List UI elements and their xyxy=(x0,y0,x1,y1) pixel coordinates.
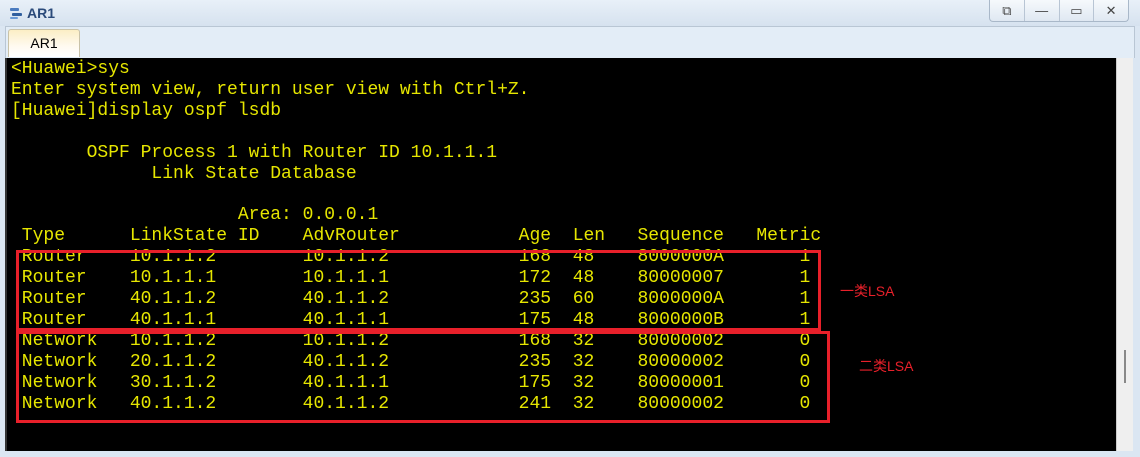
lsdb-row: Network 40.1.1.2 40.1.1.2 241 32 8000000… xyxy=(11,393,811,414)
terminal-line: Enter system view, return user view with… xyxy=(11,79,530,100)
type2-lsa-highlight xyxy=(16,331,830,423)
lsdb-row: Network 20.1.1.2 40.1.1.2 235 32 8000000… xyxy=(11,351,811,372)
minimize-button[interactable]: — xyxy=(1025,0,1060,21)
terminal-line: Link State Database xyxy=(11,163,357,184)
terminal-console[interactable]: <Huawei>sys Enter system view, return use… xyxy=(5,58,1116,451)
tab-strip: AR1 xyxy=(5,26,1135,58)
restore-button[interactable]: ⧉ xyxy=(990,0,1025,21)
terminal-line xyxy=(11,122,821,143)
tab-ar1[interactable]: AR1 xyxy=(8,29,80,57)
type2-lsa-label: 二类LSA xyxy=(859,358,914,374)
terminal-line: <Huawei>sys xyxy=(11,59,130,79)
lsdb-row: Router 40.1.1.2 40.1.1.2 235 60 8000000A… xyxy=(11,288,811,309)
scrollbar-thumb[interactable] xyxy=(1124,350,1126,383)
restore-icon: ⧉ xyxy=(1002,2,1012,18)
maximize-icon: ▭ xyxy=(1070,2,1083,18)
window-title: AR1 xyxy=(27,5,56,21)
lsdb-header-row: Type LinkState ID AdvRouter Age Len Sequ… xyxy=(11,226,822,247)
window-controls: ⧉ — ▭ ✕ xyxy=(989,0,1129,22)
title-bar: AR1 ⧉ — ▭ ✕ xyxy=(0,0,1140,26)
network-device-icon xyxy=(10,8,22,19)
lsdb-row: Network 10.1.1.2 10.1.1.2 168 32 8000000… xyxy=(11,330,811,351)
lsdb-row: Router 10.1.1.1 10.1.1.1 172 48 80000007… xyxy=(11,268,811,289)
minimize-icon: — xyxy=(1035,3,1049,18)
type1-lsa-highlight xyxy=(16,250,821,331)
terminal-line: [Huawei]display ospf lsdb xyxy=(11,100,282,121)
type1-lsa-label: 一类LSA xyxy=(840,283,895,299)
vertical-scrollbar[interactable] xyxy=(1116,58,1133,451)
terminal-line: OSPF Process 1 with Router ID 10.1.1.1 xyxy=(11,142,498,163)
terminal-output: <Huawei>sys Enter system view, return use… xyxy=(11,59,821,414)
close-icon: ✕ xyxy=(1105,2,1117,18)
terminal-line xyxy=(11,184,821,205)
close-button[interactable]: ✕ xyxy=(1094,0,1128,21)
lsdb-row: Router 40.1.1.1 40.1.1.1 175 48 8000000B… xyxy=(11,309,811,330)
lsdb-row: Network 30.1.1.2 40.1.1.1 175 32 8000000… xyxy=(11,372,811,393)
terminal-line: Area: 0.0.0.1 xyxy=(11,205,379,226)
maximize-button[interactable]: ▭ xyxy=(1060,0,1095,21)
